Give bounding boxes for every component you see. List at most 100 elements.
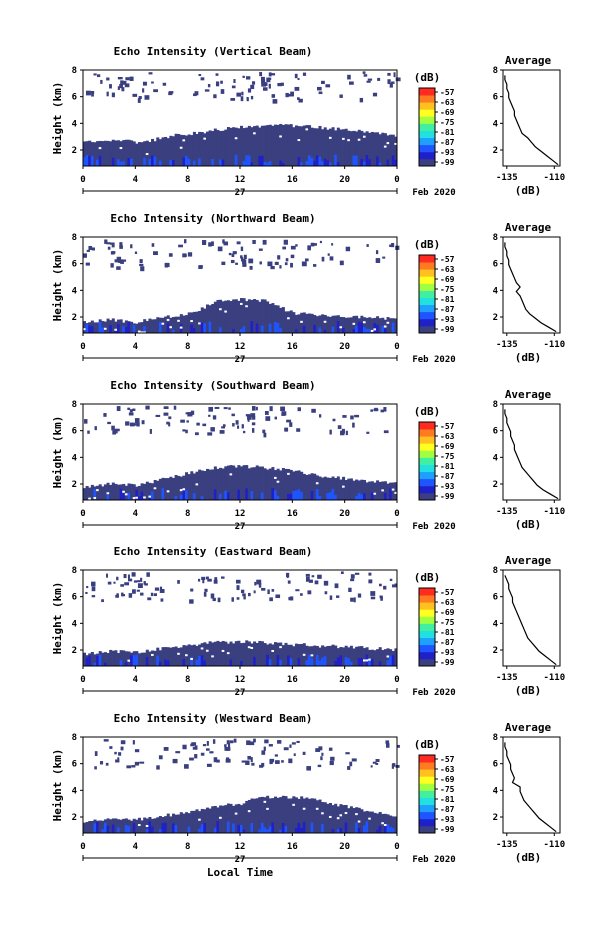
x-tick-label: 4 — [133, 175, 139, 185]
avg-x-tick-label: -110 — [543, 173, 565, 183]
echo-pixel — [115, 594, 119, 598]
echo-column — [187, 312, 191, 333]
echo-pixel — [375, 762, 379, 765]
echo-column — [276, 642, 280, 666]
echo-pixel — [286, 419, 292, 423]
echo-column — [219, 299, 223, 333]
echo-strong-pixel — [339, 655, 343, 666]
echo-column — [355, 315, 359, 333]
echo-pixel — [332, 418, 336, 422]
echo-strong-pixel — [88, 655, 92, 666]
echo-strong-pixel — [315, 155, 319, 166]
echo-column — [263, 299, 267, 333]
echo-column — [229, 301, 233, 333]
avg-title: Average — [505, 721, 552, 734]
echo-pixel — [189, 599, 194, 604]
panel-title: Echo Intensity (Southward Beam) — [110, 379, 315, 392]
colorbar-swatch — [419, 123, 435, 131]
colorbar-label: -75 — [440, 785, 455, 794]
echo-strong-pixel — [151, 155, 154, 166]
echo-column — [187, 134, 191, 166]
echo-column — [357, 646, 361, 666]
colorbar-label: -75 — [440, 452, 455, 461]
echo-strong-pixel — [266, 162, 269, 166]
echo-column — [362, 132, 366, 166]
echo-pixel — [168, 92, 173, 96]
echo-strong-pixel — [321, 823, 324, 833]
echo-strong-pixel — [258, 829, 262, 833]
echo-pixel — [396, 744, 400, 748]
echo-column — [151, 319, 155, 333]
echo-pixel — [208, 242, 212, 247]
echo-column — [247, 468, 251, 500]
echo-column — [370, 318, 374, 333]
echo-strong-pixel — [305, 161, 309, 166]
avg-y-tick-label: 4 — [493, 453, 499, 463]
echo-strong-pixel — [360, 158, 364, 166]
echo-pixel — [325, 84, 331, 88]
echo-pixel — [288, 93, 293, 97]
echo-pixel — [250, 757, 253, 763]
echo-pixel — [139, 761, 145, 764]
echo-pixel — [221, 426, 225, 429]
echo-pixel — [320, 756, 323, 761]
echo-column — [352, 480, 356, 500]
upper-echoes — [85, 71, 401, 104]
echo-pixel — [96, 74, 101, 78]
echo-pixel — [366, 244, 369, 247]
echo-strong-pixel — [362, 825, 366, 833]
echo-column — [308, 125, 312, 166]
echo-pixel — [198, 74, 202, 77]
echo-column — [143, 319, 147, 333]
echo-column — [187, 813, 191, 833]
echo-strong-pixel — [310, 491, 314, 500]
echo-column — [368, 317, 372, 333]
echo-pixel — [128, 593, 133, 598]
echo-column — [355, 646, 359, 666]
echo-column — [386, 814, 390, 833]
echo-column — [130, 483, 134, 500]
echo-pixel — [262, 239, 267, 245]
echo-pixel — [329, 760, 334, 766]
echo-column — [208, 305, 212, 333]
echo-column — [169, 816, 173, 833]
echo-pixel — [370, 765, 373, 768]
echo-strong-pixel — [323, 158, 327, 166]
echo-strong-pixel — [119, 161, 123, 166]
echo-column — [221, 805, 225, 833]
echo-column — [263, 797, 267, 833]
colorbar-unit: (dB) — [414, 238, 441, 251]
avg-x-tick-label: -110 — [543, 673, 565, 683]
echo-pixel — [336, 595, 340, 598]
echo-pixel — [202, 423, 207, 427]
echo-strong-pixel — [297, 658, 301, 666]
echo-gap — [315, 482, 322, 485]
echo-strong-pixel — [323, 656, 327, 666]
echo-strong-pixel — [391, 155, 395, 166]
echo-column — [119, 650, 123, 666]
echo-pixel — [288, 758, 293, 764]
echo-column — [287, 644, 291, 666]
echo-pixel — [370, 596, 376, 600]
echo-column — [376, 813, 380, 833]
echo-pixel — [240, 246, 244, 252]
avg-title: Average — [505, 54, 552, 67]
echo-pixel — [288, 597, 292, 601]
colorbar-swatch — [419, 318, 435, 327]
echo-strong-pixel — [88, 155, 92, 166]
echo-strong-pixel — [336, 657, 340, 666]
echo-column — [226, 300, 230, 333]
echo-pixel — [318, 746, 323, 751]
echo-pixel — [289, 422, 293, 427]
echo-column — [344, 479, 348, 500]
echo-pixel — [265, 82, 268, 86]
echo-column — [232, 127, 236, 166]
echo-pixel — [121, 592, 124, 597]
echo-column — [148, 318, 152, 333]
echo-column — [203, 809, 207, 833]
x-tick-label: 4 — [133, 842, 139, 852]
colorbar-frame — [418, 421, 436, 501]
echo-pixel — [284, 427, 289, 432]
echo-strong-pixel — [164, 822, 167, 833]
echo-strong-pixel — [318, 496, 322, 500]
